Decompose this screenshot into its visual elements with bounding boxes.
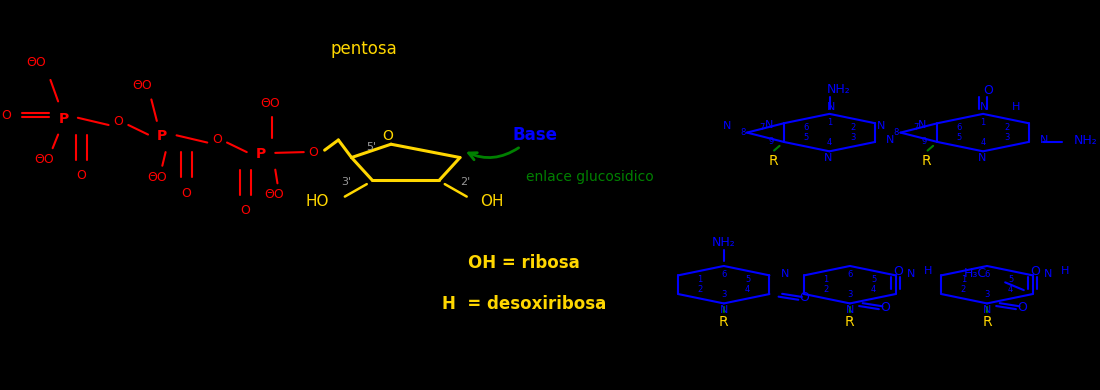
Text: N: N [824, 153, 833, 163]
Text: ΘO: ΘO [133, 79, 153, 92]
Text: H₃C: H₃C [964, 267, 987, 280]
Text: 6: 6 [957, 123, 962, 132]
Text: 2': 2' [461, 177, 471, 187]
Text: O: O [1, 108, 11, 122]
Text: OH: OH [481, 194, 504, 209]
Text: O: O [182, 186, 191, 200]
Text: N: N [781, 269, 789, 279]
Text: 1: 1 [960, 275, 966, 284]
Text: N: N [1040, 135, 1048, 145]
Text: 8: 8 [893, 128, 899, 137]
Text: R: R [768, 154, 778, 168]
Text: N: N [764, 120, 773, 130]
Text: 4: 4 [745, 285, 750, 294]
Text: N: N [1044, 269, 1052, 279]
Text: R: R [719, 315, 728, 329]
Text: 3: 3 [847, 290, 852, 299]
Text: P: P [256, 147, 266, 161]
Text: enlace glucosidico: enlace glucosidico [526, 170, 653, 184]
Text: 3': 3' [341, 177, 351, 187]
Text: N: N [877, 121, 886, 131]
Text: 5: 5 [1008, 275, 1013, 284]
Text: 5: 5 [957, 133, 962, 142]
Text: 3: 3 [984, 290, 990, 299]
Text: 6: 6 [984, 271, 990, 280]
Text: 5': 5' [366, 142, 376, 152]
Text: 5: 5 [745, 275, 750, 284]
Text: 2: 2 [960, 285, 966, 294]
Text: 1: 1 [827, 119, 833, 128]
Text: OH = ribosa: OH = ribosa [469, 254, 580, 272]
Text: 2: 2 [824, 285, 828, 294]
Text: ΘO: ΘO [260, 97, 279, 110]
Text: 6: 6 [847, 271, 852, 280]
Text: H  = desoxiribosa: H = desoxiribosa [442, 295, 606, 313]
Text: 8: 8 [740, 128, 746, 137]
Text: H: H [1012, 102, 1020, 112]
Text: pentosa: pentosa [331, 40, 397, 58]
Text: 1: 1 [697, 275, 703, 284]
Text: N: N [906, 269, 915, 279]
Text: P: P [157, 129, 167, 144]
Text: N: N [846, 305, 854, 316]
Text: ΘO: ΘO [26, 56, 46, 69]
Text: 3: 3 [1004, 133, 1010, 142]
Text: N: N [723, 121, 732, 131]
Text: 3: 3 [850, 133, 856, 142]
Text: H: H [924, 266, 933, 276]
Text: R: R [845, 315, 855, 329]
Text: 3: 3 [722, 290, 726, 299]
Text: O: O [76, 169, 86, 182]
Text: N: N [887, 135, 894, 145]
Text: O: O [241, 204, 251, 217]
Text: O: O [1018, 301, 1027, 314]
Text: O: O [113, 115, 123, 128]
Text: 4: 4 [1008, 285, 1013, 294]
Text: 9: 9 [769, 136, 773, 145]
Text: 2: 2 [850, 123, 856, 132]
Text: 5: 5 [803, 133, 808, 142]
Text: ΘO: ΘO [34, 153, 54, 167]
Text: P: P [58, 112, 68, 126]
Text: R: R [922, 154, 932, 168]
Text: N: N [982, 305, 991, 316]
Text: O: O [383, 129, 393, 143]
Text: O: O [893, 265, 903, 278]
Text: 5: 5 [871, 275, 877, 284]
Text: 2: 2 [697, 285, 703, 294]
Text: O: O [800, 291, 810, 305]
Text: HO: HO [306, 194, 329, 209]
Text: O: O [880, 301, 890, 314]
Text: 2: 2 [1004, 123, 1010, 132]
Text: O: O [1030, 265, 1040, 278]
Text: 4: 4 [827, 138, 833, 147]
Text: 4: 4 [980, 138, 986, 147]
Text: 1: 1 [824, 275, 828, 284]
Text: H: H [1062, 266, 1069, 276]
Text: N: N [980, 102, 988, 112]
Text: 7: 7 [913, 122, 918, 132]
Text: NH₂: NH₂ [1074, 133, 1098, 147]
Text: 1: 1 [980, 119, 986, 128]
Text: NH₂: NH₂ [712, 236, 736, 249]
Text: NH₂: NH₂ [826, 83, 850, 96]
Text: ΘO: ΘO [264, 188, 284, 202]
Text: 6: 6 [722, 271, 726, 280]
Text: ΘO: ΘO [147, 171, 167, 184]
Text: R: R [982, 315, 992, 329]
Text: O: O [983, 84, 993, 97]
Text: Base: Base [513, 126, 558, 144]
Text: 9: 9 [922, 136, 927, 145]
Text: N: N [978, 153, 987, 163]
Text: 4: 4 [871, 285, 877, 294]
Text: O: O [309, 145, 319, 159]
Text: N: N [826, 102, 835, 112]
Text: N: N [719, 305, 728, 316]
Text: 6: 6 [803, 123, 808, 132]
Text: N: N [917, 120, 926, 130]
Text: O: O [212, 133, 222, 146]
Text: 7: 7 [760, 122, 764, 132]
